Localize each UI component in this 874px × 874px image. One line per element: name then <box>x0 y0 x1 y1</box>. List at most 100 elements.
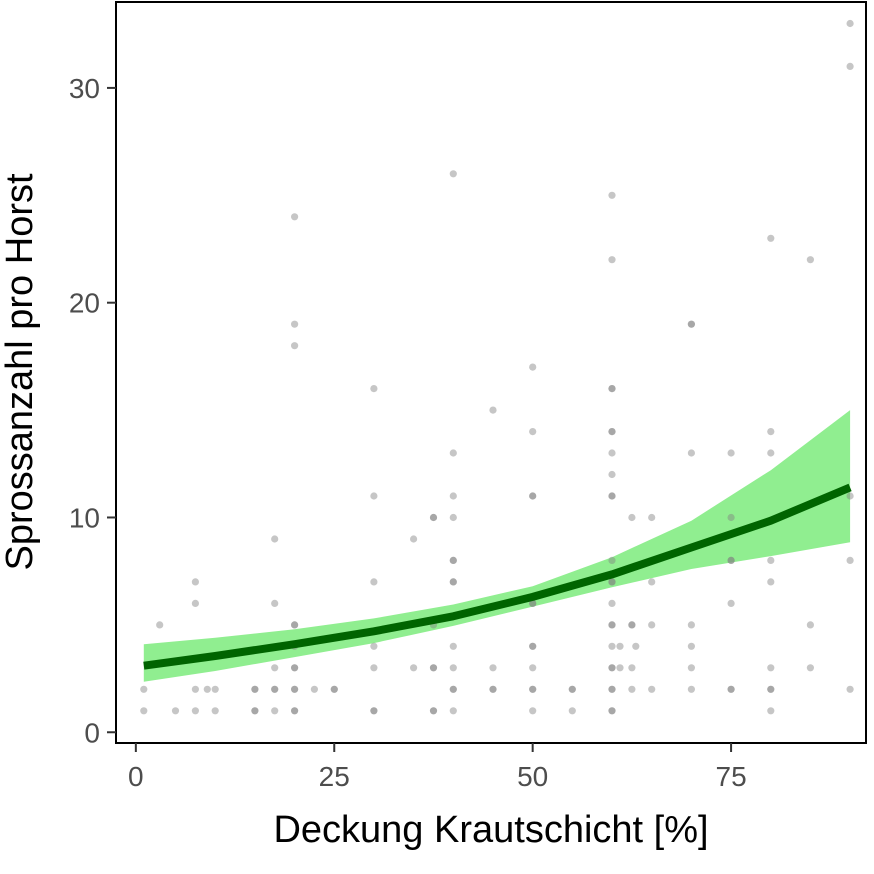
data-point <box>429 707 438 715</box>
y-tick-label: 30 <box>69 73 100 104</box>
data-point <box>806 664 815 672</box>
data-point <box>767 685 775 693</box>
data-point <box>291 685 299 693</box>
y-axis-title: Sprossanzahl pro Horst <box>0 173 41 571</box>
data-point <box>727 685 735 693</box>
data-point <box>291 621 299 629</box>
data-point <box>608 470 616 479</box>
data-point <box>529 599 537 608</box>
data-point <box>370 578 378 586</box>
data-point <box>271 535 279 543</box>
data-point <box>529 707 537 715</box>
data-point <box>251 685 259 693</box>
data-point <box>767 685 775 693</box>
data-point <box>449 685 457 693</box>
data-point <box>608 707 616 715</box>
data-point <box>608 642 616 650</box>
data-point <box>191 707 199 715</box>
data-point <box>291 213 299 221</box>
plot-background <box>116 2 866 743</box>
data-point <box>608 256 616 264</box>
data-point <box>608 191 616 199</box>
data-point <box>529 492 537 500</box>
data-point <box>846 19 854 28</box>
data-point <box>529 599 537 608</box>
data-point <box>616 642 624 650</box>
data-point <box>429 707 438 715</box>
data-point <box>271 664 279 672</box>
data-point <box>687 449 696 457</box>
data-point <box>687 685 696 693</box>
data-point <box>449 556 457 565</box>
data-point <box>767 449 775 457</box>
data-point <box>370 642 378 650</box>
data-point <box>568 685 576 693</box>
data-point <box>271 707 279 715</box>
data-point <box>251 707 259 715</box>
data-point <box>608 492 616 500</box>
data-point <box>727 556 735 565</box>
data-point <box>171 707 180 715</box>
data-point <box>191 599 199 608</box>
data-point <box>628 621 636 629</box>
data-point <box>628 664 636 672</box>
data-point <box>846 556 854 565</box>
data-point <box>727 599 735 608</box>
y-tick-label: 0 <box>84 717 100 748</box>
data-point <box>608 685 616 693</box>
data-point <box>449 685 457 693</box>
data-point <box>489 406 497 414</box>
data-point <box>449 513 457 522</box>
data-point <box>767 707 775 715</box>
data-point <box>608 578 616 586</box>
data-point <box>449 707 457 715</box>
data-point <box>429 664 438 672</box>
data-point <box>191 578 199 586</box>
data-point <box>608 492 616 500</box>
data-point <box>370 664 378 672</box>
data-point <box>330 685 338 693</box>
data-point <box>449 449 457 457</box>
data-point <box>429 664 438 672</box>
data-point <box>767 428 775 436</box>
x-tick-label: 0 <box>128 761 144 792</box>
data-point <box>648 685 656 693</box>
data-point <box>608 664 616 672</box>
data-point <box>529 642 537 650</box>
data-point <box>608 449 616 457</box>
data-point <box>410 664 418 672</box>
x-axis: 0 25 50 75 <box>128 743 747 792</box>
data-point <box>251 707 259 715</box>
data-point <box>608 664 616 672</box>
data-point <box>370 492 378 500</box>
data-point <box>727 513 735 522</box>
data-point <box>449 492 457 500</box>
data-point <box>806 621 815 629</box>
data-point <box>449 578 457 586</box>
data-point <box>632 642 640 650</box>
data-point <box>156 621 164 629</box>
data-point <box>628 513 636 522</box>
data-point <box>628 621 636 629</box>
data-point <box>687 621 696 629</box>
data-point <box>291 685 299 693</box>
data-point <box>648 621 656 629</box>
data-point <box>529 685 537 693</box>
x-tick-label: 25 <box>319 761 350 792</box>
plot-frame-layer <box>115 1 867 744</box>
data-point <box>449 556 457 565</box>
data-point <box>291 320 299 328</box>
data-point <box>687 320 696 328</box>
y-tick-label: 20 <box>69 288 100 319</box>
data-point <box>291 342 299 350</box>
data-point <box>767 556 775 565</box>
data-point <box>211 685 219 693</box>
plot-panel <box>116 2 866 743</box>
data-point <box>608 599 616 608</box>
data-point <box>449 664 457 672</box>
data-point <box>846 492 854 500</box>
data-point <box>568 707 576 715</box>
data-point <box>806 256 815 264</box>
data-point <box>727 685 735 693</box>
x-tick-label: 75 <box>716 761 747 792</box>
